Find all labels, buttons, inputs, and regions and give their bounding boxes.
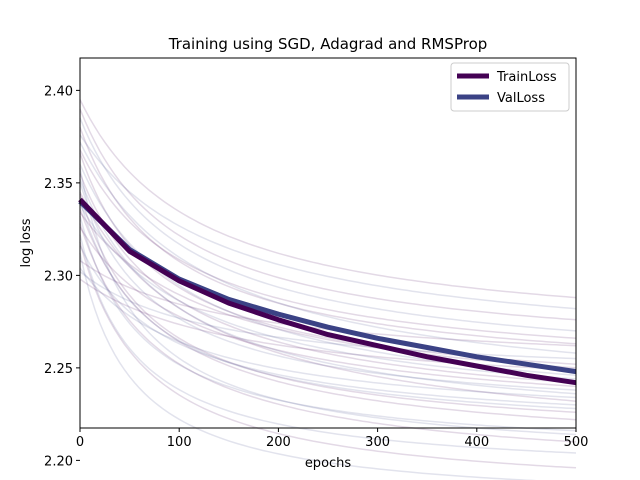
background-run-line bbox=[79, 193, 577, 414]
background-run-line bbox=[79, 226, 577, 388]
background-run-line bbox=[79, 117, 577, 332]
chart-title: Training using SGD, Adagrad and RMSProp bbox=[168, 35, 488, 53]
legend: TrainLoss ValLoss bbox=[450, 62, 570, 112]
legend-label-valloss: ValLoss bbox=[497, 91, 545, 106]
background-run-line bbox=[79, 141, 577, 354]
x-axis: 0 100 200 300 400 500 bbox=[76, 428, 589, 450]
background-run-line bbox=[79, 149, 577, 340]
background-run-line bbox=[79, 134, 577, 310]
x-axis-label: epochs bbox=[305, 456, 352, 471]
background-run-line bbox=[79, 178, 577, 395]
background-run-line bbox=[79, 245, 577, 406]
y-tick-label: 2.20 bbox=[44, 454, 73, 469]
background-run-line bbox=[79, 267, 577, 399]
y-tick-label: 2.30 bbox=[44, 269, 73, 284]
background-run-line bbox=[79, 253, 538, 480]
y-axis-label: log loss bbox=[19, 218, 34, 267]
legend-label-trainloss: TrainLoss bbox=[496, 70, 557, 85]
x-tick-label: 500 bbox=[564, 435, 589, 450]
background-run-line bbox=[79, 167, 577, 436]
series-line-trainloss bbox=[78, 197, 577, 386]
x-tick-label: 200 bbox=[266, 435, 291, 450]
background-run-line bbox=[79, 191, 577, 402]
plot-area bbox=[78, 99, 577, 480]
background-runs bbox=[79, 99, 577, 480]
background-run-line bbox=[79, 201, 577, 410]
x-tick-label: 0 bbox=[76, 435, 84, 450]
background-run-line bbox=[79, 278, 577, 371]
x-tick-label: 300 bbox=[365, 435, 390, 450]
background-run-line bbox=[79, 182, 577, 391]
background-run-line bbox=[79, 241, 577, 469]
background-run-line bbox=[79, 173, 577, 384]
background-run-line bbox=[79, 208, 577, 421]
background-run-line bbox=[79, 215, 577, 432]
background-run-line bbox=[79, 271, 577, 360]
y-tick-label: 2.35 bbox=[44, 177, 73, 192]
background-run-line bbox=[79, 234, 577, 454]
x-tick-label: 100 bbox=[167, 435, 192, 450]
background-run-line bbox=[79, 127, 577, 345]
x-tick-label: 400 bbox=[464, 435, 489, 450]
background-run-line bbox=[79, 223, 577, 443]
y-tick-label: 2.25 bbox=[44, 362, 73, 377]
background-run-line bbox=[79, 99, 577, 299]
plot-frame bbox=[79, 57, 577, 429]
y-axis: 2.20 2.25 2.30 2.35 2.40 bbox=[44, 84, 80, 469]
background-run-line bbox=[79, 108, 577, 321]
background-run-line bbox=[79, 204, 577, 380]
y-tick-label: 2.40 bbox=[44, 84, 73, 99]
main-series bbox=[78, 197, 577, 386]
